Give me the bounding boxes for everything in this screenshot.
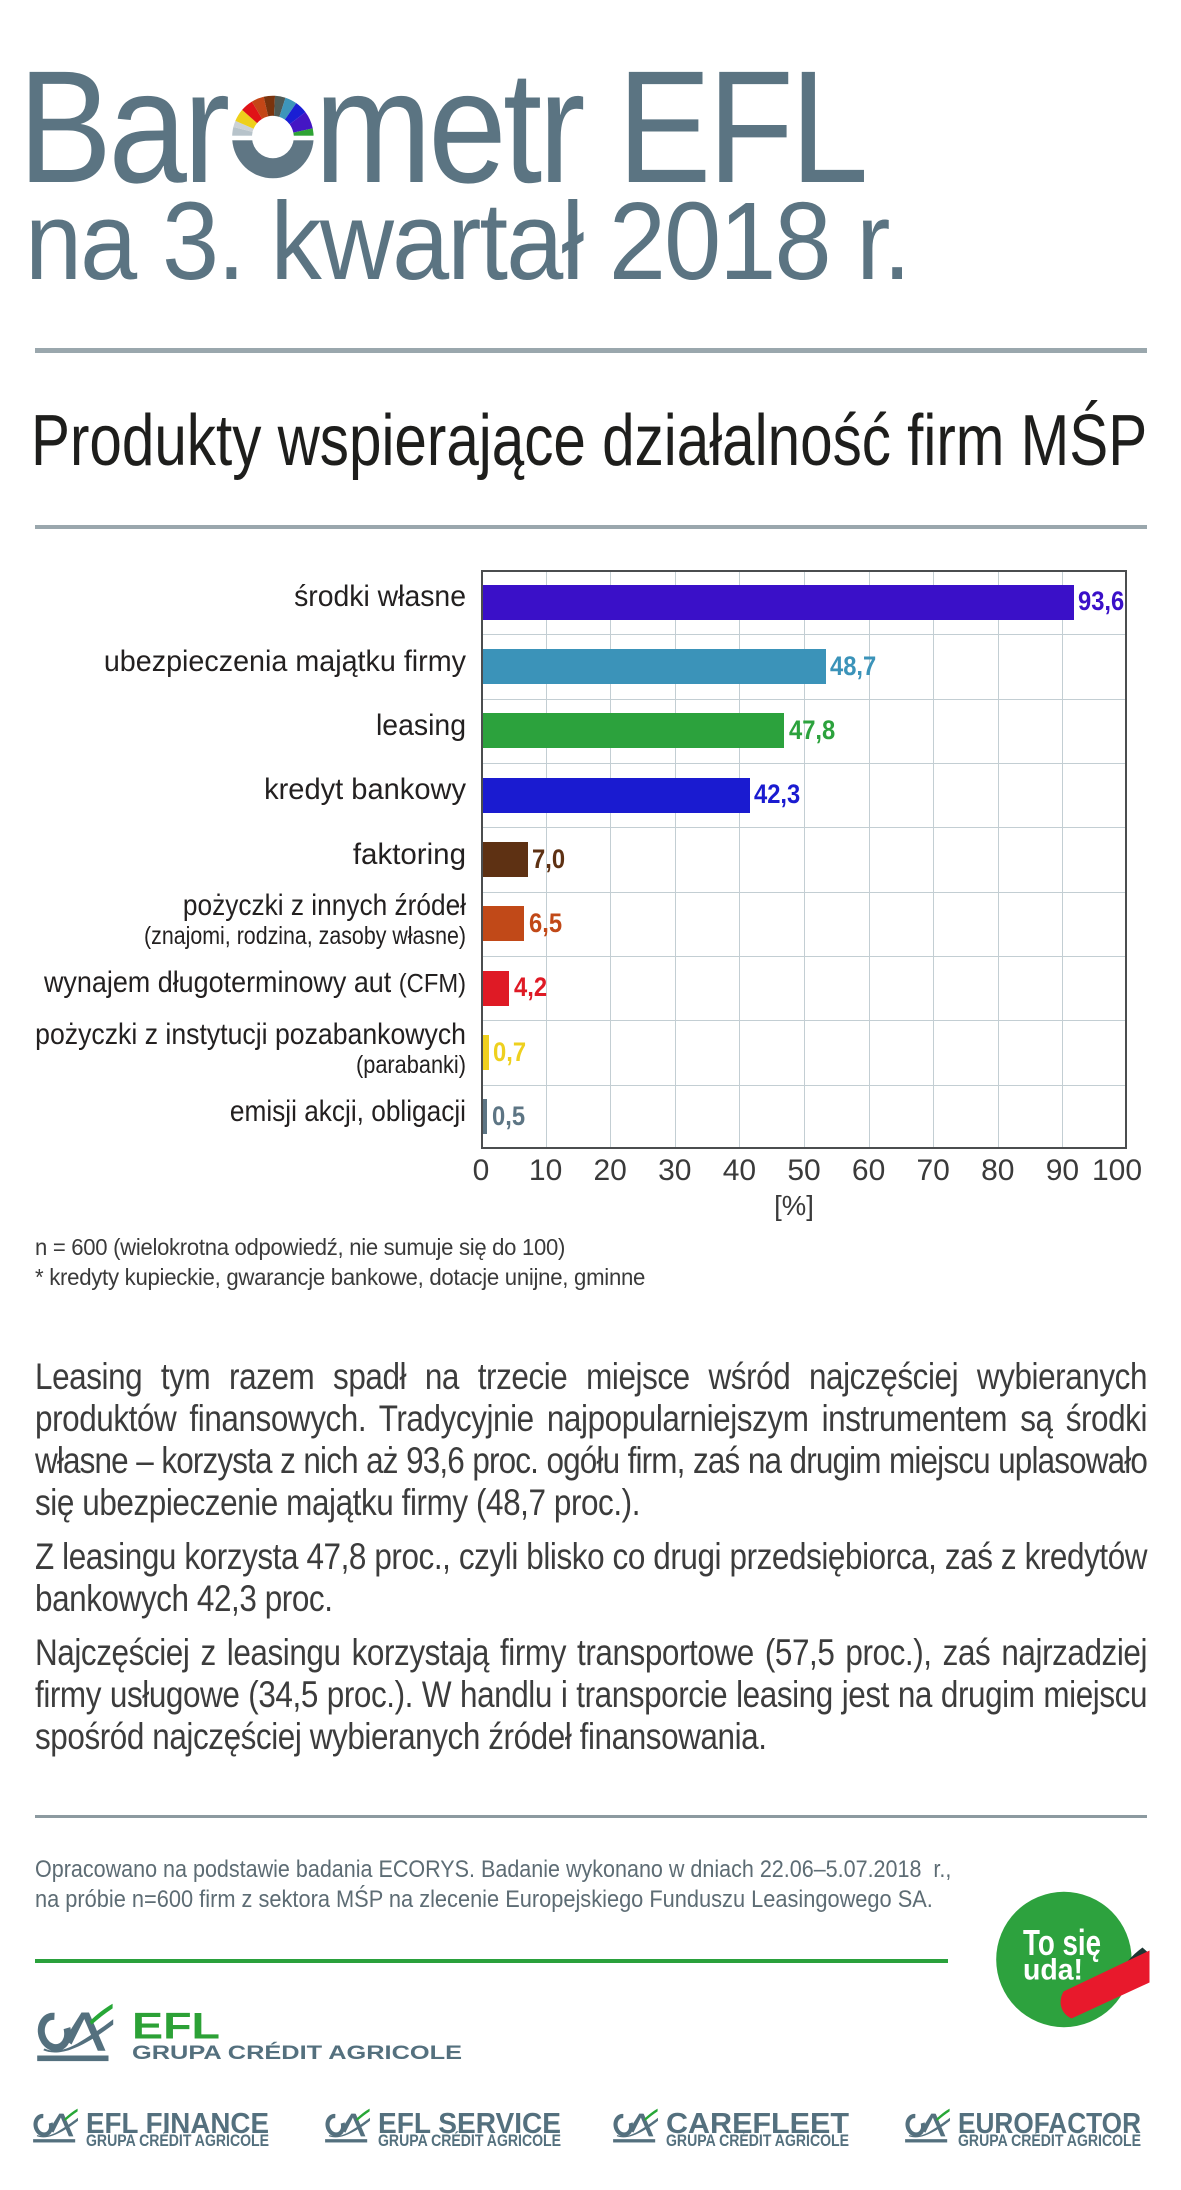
- svg-text:CAREFLEET: CAREFLEET: [666, 2108, 849, 2140]
- svg-text:GRUPA CRÉDIT AGRICOLE: GRUPA CRÉDIT AGRICOLE: [958, 2131, 1141, 2150]
- svg-text:EFL FINANCE: EFL FINANCE: [86, 2108, 269, 2140]
- svg-text:uda!: uda!: [1023, 1954, 1083, 1987]
- svg-text:EFL SERVICE: EFL SERVICE: [378, 2108, 561, 2140]
- svg-text:GRUPA CRÉDIT AGRICOLE: GRUPA CRÉDIT AGRICOLE: [666, 2131, 849, 2150]
- svg-text:GRUPA CRÉDIT AGRICOLE: GRUPA CRÉDIT AGRICOLE: [132, 2042, 462, 2064]
- svg-text:GRUPA CRÉDIT AGRICOLE: GRUPA CRÉDIT AGRICOLE: [378, 2131, 561, 2150]
- svg-text:EFL: EFL: [132, 2006, 220, 2047]
- svg-text:EUROFACTOR: EUROFACTOR: [958, 2108, 1141, 2140]
- svg-text:To się: To się: [1023, 1922, 1101, 1963]
- svg-text:GRUPA CRÉDIT AGRICOLE: GRUPA CRÉDIT AGRICOLE: [86, 2131, 269, 2150]
